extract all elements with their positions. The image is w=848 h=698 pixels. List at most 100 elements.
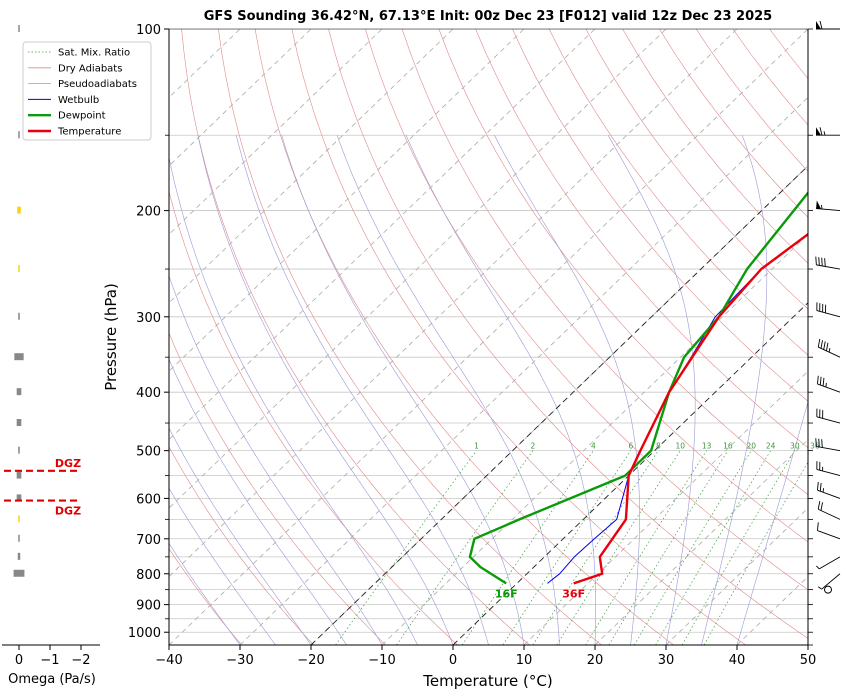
- omega-bar: [18, 515, 20, 522]
- dry-adiabat: [476, 29, 848, 645]
- mixing-ratio-label: 6: [628, 442, 633, 451]
- dry-adiabat: [365, 29, 848, 645]
- pseudoadiabat: [61, 135, 275, 645]
- y-tick-label: 400: [136, 386, 161, 401]
- x-tick-label: 20: [587, 653, 604, 668]
- mixing-ratio-line: [634, 451, 751, 645]
- legend-label: Wetbulb: [58, 95, 99, 106]
- wind-barb: [817, 482, 840, 498]
- barb-full: [821, 502, 823, 510]
- y-tick-label: 100: [136, 23, 161, 38]
- wind-barb: [817, 302, 840, 316]
- wind-barb: [817, 522, 840, 538]
- barb-staff: [818, 347, 840, 357]
- mixing-ratio-label: 4: [591, 442, 596, 451]
- isotherm-line: [808, 29, 848, 645]
- dry-adiabat: [512, 29, 848, 645]
- dry-adiabat: [806, 29, 848, 645]
- barb-full: [817, 482, 818, 490]
- barb-staff: [817, 531, 840, 539]
- pseudoadiabat: [702, 135, 767, 645]
- wind-barb: [816, 21, 840, 29]
- dry-adiabat: [586, 29, 848, 645]
- barb-staff: [817, 417, 840, 423]
- omega-bar: [18, 313, 20, 320]
- mixing-ratio-label: 10: [675, 442, 685, 451]
- omega-bar: [18, 535, 20, 542]
- isotherm-line: [98, 29, 737, 645]
- omega-bar: [18, 25, 20, 32]
- pseudoadiabat: [165, 135, 418, 645]
- barb-half: [818, 587, 821, 589]
- pseudoadiabat: [282, 135, 524, 645]
- barb-full: [818, 501, 820, 509]
- chart-title: GFS Sounding 36.42°N, 67.13°E Init: 00z …: [204, 9, 772, 24]
- y-tick-label: 700: [136, 533, 161, 548]
- mixing-ratio-line: [586, 451, 707, 645]
- wind-barb: [818, 574, 840, 589]
- mixing-ratio-label: 36: [810, 442, 820, 451]
- isotherm-line: [737, 29, 848, 645]
- zero-isotherm: [453, 29, 848, 645]
- barb-full: [820, 21, 822, 29]
- barb-flag: [816, 201, 821, 209]
- wind-barb: [818, 339, 840, 357]
- barb-staff: [816, 265, 840, 269]
- barb-full: [820, 483, 821, 491]
- barb-full: [820, 377, 821, 385]
- barb-full: [816, 257, 817, 265]
- x-tick-label: 10: [516, 653, 533, 668]
- dry-adiabat: [402, 29, 848, 645]
- mixing-ratio-label: 24: [766, 442, 776, 451]
- mixing-ratio-label: 8: [656, 442, 661, 451]
- barb-full: [821, 340, 823, 348]
- omega-bar: [14, 353, 23, 360]
- mixing-ratio-line: [557, 451, 681, 645]
- dry-adiabat: [843, 29, 848, 645]
- barb-half: [824, 131, 825, 135]
- barb-full: [818, 339, 820, 347]
- mixing-ratio-line: [656, 451, 771, 645]
- barb-full: [817, 522, 818, 530]
- barb-full: [824, 341, 826, 349]
- pseudoadiabat: [136, 135, 382, 645]
- omega-tick-label: −2: [71, 653, 90, 668]
- wind-barb: [816, 557, 840, 569]
- dry-adiabat: [659, 29, 848, 645]
- omega-bar: [18, 265, 20, 272]
- wind-barb: [817, 376, 840, 392]
- barb-staff: [817, 384, 840, 392]
- omega-bar: [18, 131, 20, 138]
- dry-adiabat: [770, 29, 848, 645]
- mixing-ratio-label: 1: [474, 442, 479, 451]
- wind-barb: [816, 201, 840, 211]
- barb-full: [826, 343, 828, 351]
- barb-staff: [817, 490, 840, 498]
- mixing-ratio-label: 16: [723, 442, 733, 451]
- dgz-label: DGZ: [55, 457, 81, 470]
- pseudoadiabat: [494, 135, 639, 645]
- omega-bar: [17, 388, 22, 395]
- barb-full: [822, 439, 823, 447]
- pseudoadiabat: [236, 135, 488, 645]
- legend-label: Sat. Mix. Ratio: [58, 48, 130, 59]
- isotherm-line: [524, 29, 848, 645]
- surface-dewpoint-label: 16F: [495, 587, 518, 600]
- dewpoint-line: [470, 29, 848, 583]
- barb-half: [816, 566, 819, 569]
- omega-axis-label: Omega (Pa/s): [8, 672, 96, 687]
- mixing-ratio-label: 20: [746, 442, 756, 451]
- wind-barb: [816, 257, 840, 269]
- mixing-ratio-line: [336, 451, 477, 645]
- omega-tick-label: 0: [15, 653, 23, 668]
- y-tick-label: 200: [136, 205, 161, 220]
- x-tick-label: 0: [449, 653, 457, 668]
- x-tick-label: −10: [368, 653, 395, 668]
- dry-adiabat: [549, 29, 848, 645]
- barb-half: [829, 348, 830, 352]
- barb-full: [817, 376, 818, 384]
- y-axis-label: Pressure (hPa): [102, 283, 120, 391]
- barb-staff: [819, 557, 840, 569]
- barb-full: [820, 127, 822, 135]
- omega-bar: [17, 419, 22, 426]
